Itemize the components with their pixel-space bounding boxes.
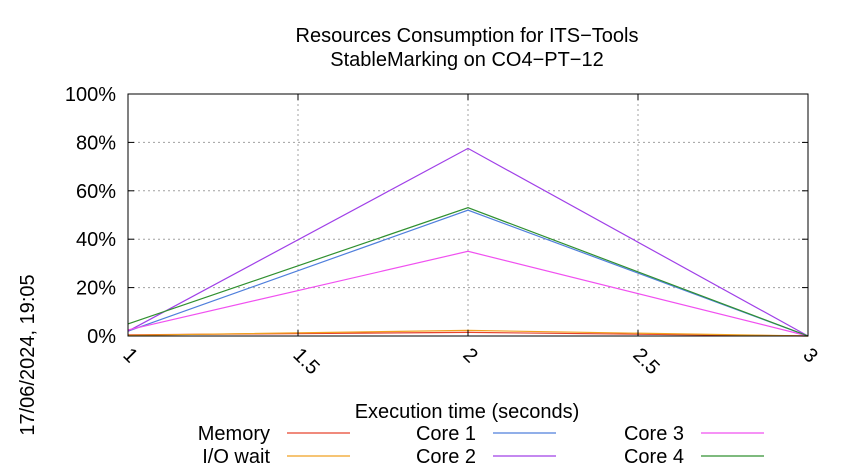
y-tick-label: 100% (65, 84, 116, 106)
series-line-core-2 (127, 147, 809, 337)
timestamp-label: 17/06/2024, 19:05 (17, 274, 39, 435)
legend-label: Core 1 (416, 423, 476, 445)
legend-label: I/O wait (202, 446, 270, 468)
x-axis-label: Execution time (seconds) (355, 401, 580, 423)
legend-label: Core 4 (624, 446, 684, 468)
y-tick-label: 60% (76, 181, 116, 203)
y-tick-label: 20% (76, 278, 116, 300)
legend-label: Core 3 (624, 423, 684, 445)
series-lines (127, 147, 809, 337)
series-line-core-4 (127, 207, 809, 337)
series-line-core-1 (127, 209, 809, 337)
x-tick-label: 1 (118, 344, 141, 367)
x-tick-label: 3 (798, 344, 821, 367)
grid (128, 94, 808, 336)
x-tick-label: 2 (458, 344, 481, 367)
y-tick-label: 0% (87, 326, 116, 348)
y-tick-label: 40% (76, 229, 116, 251)
y-axis-ticks: 0% 20% 40% 60% 80% 100% (65, 84, 808, 348)
chart-title: Resources Consumption for ITS−Tools (296, 25, 639, 47)
chart-subtitle: StableMarking on CO4−PT−12 (330, 49, 604, 71)
legend-label: Core 2 (416, 446, 476, 468)
y-tick-label: 80% (76, 132, 116, 154)
x-tick-label: 1.5 (288, 344, 323, 379)
series-line-core-3 (127, 250, 809, 337)
x-tick-label: 2.5 (628, 344, 663, 379)
legend-label: Memory (198, 423, 270, 445)
